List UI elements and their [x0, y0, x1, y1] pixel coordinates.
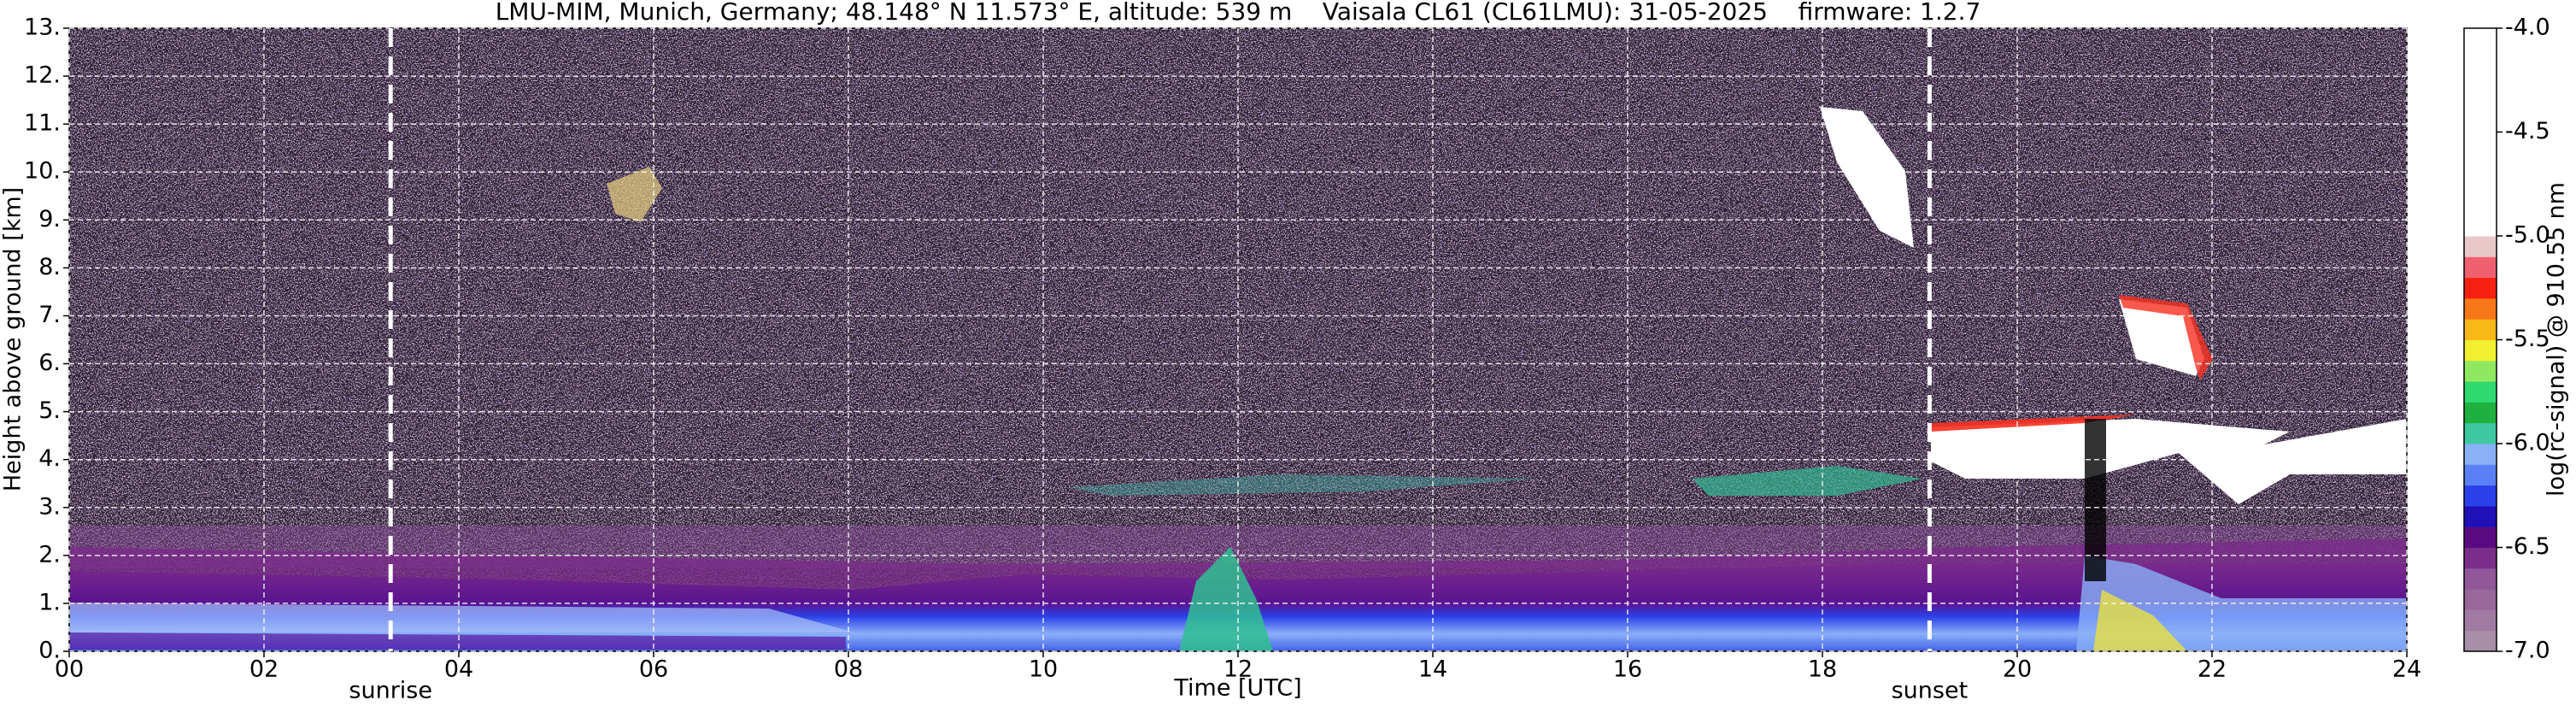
- colorbar-swatch: [2464, 527, 2497, 548]
- y-tick-label: 12.: [24, 62, 61, 89]
- colorbar-swatch: [2464, 568, 2497, 590]
- chart-title: LMU-MIM, Munich, Germany; 48.148° N 11.5…: [496, 0, 1981, 26]
- colorbar-swatch: [2464, 464, 2497, 486]
- annotation-label: sunset: [1892, 678, 1969, 704]
- colorbar-tick-label: -5.5: [2505, 326, 2550, 352]
- x-tick-label: 02: [249, 656, 279, 683]
- colorbar-tick-label: -4.5: [2505, 118, 2550, 144]
- y-tick-label: 0.: [38, 638, 61, 664]
- colorbar-swatch: [2464, 90, 2497, 112]
- colorbar-tick-label: -4.0: [2505, 15, 2550, 41]
- y-tick-label: 11.: [24, 110, 61, 137]
- y-tick-label: 2.: [38, 541, 61, 568]
- colorbar-swatch: [2464, 277, 2497, 299]
- gap: [2085, 419, 2106, 581]
- layer: [69, 603, 854, 632]
- x-tick-label: 08: [834, 656, 863, 683]
- annotation-label: sunrise: [349, 678, 432, 704]
- colorbar-swatch: [2464, 360, 2497, 382]
- y-tick-label: 6.: [38, 350, 61, 376]
- colorbar-tick-label: -6.0: [2505, 430, 2550, 456]
- y-tick-label: 5.: [38, 397, 61, 424]
- axes: 00 02 04 06 08 10 12 14 16 18 20 22 24 0. 1. 2. 3. 4. 5. 6.…: [24, 15, 2421, 683]
- y-tick-label: 10.: [24, 158, 61, 185]
- x-tick-label: 10: [1029, 656, 1058, 683]
- y-tick-label: 3.: [38, 493, 61, 520]
- colorbar-swatch: [2464, 485, 2497, 507]
- y-tick-label: 4.: [38, 445, 61, 472]
- x-tick-label: 00: [55, 656, 84, 683]
- x-tick-label: 04: [444, 656, 473, 683]
- y-tick-label: 7.: [38, 302, 61, 328]
- grid: [68, 27, 2408, 652]
- colorbar-swatch: [2464, 609, 2497, 632]
- colorbar-swatch: [2464, 402, 2497, 424]
- cloud: [607, 167, 662, 222]
- layer: [1692, 466, 1922, 496]
- colorbar-swatch: [2464, 589, 2497, 610]
- colorbar: -7.0 -6.5 -6.0 -5.5 -5.0 -4.5 -4.0: [2463, 15, 2550, 664]
- y-tick-label: 9.: [38, 206, 61, 232]
- colorbar-swatch: [2464, 381, 2497, 403]
- x-tick-label: 12: [1223, 656, 1253, 683]
- x-tick-label: 20: [2003, 656, 2032, 683]
- x-tick-label: 24: [2392, 656, 2421, 683]
- y-tick-label: 13.: [24, 15, 61, 41]
- colorbar-swatch: [2464, 152, 2497, 174]
- layer: [1068, 474, 1538, 496]
- cloud: [2119, 299, 2204, 376]
- colorbar-swatch: [2464, 28, 2497, 50]
- colorbar-swatch: [2464, 422, 2497, 444]
- x-axis-label: Time [UTC]: [1173, 675, 1301, 702]
- colorbar-swatch: [2464, 111, 2497, 132]
- colorbar-swatch: [2464, 339, 2497, 362]
- x-tick-label: 14: [1418, 656, 1447, 683]
- colorbar-swatch: [2464, 174, 2497, 195]
- colorbar-tick-label: -5.0: [2505, 222, 2550, 249]
- y-tick-label: 8.: [38, 254, 61, 280]
- colorbar-swatch: [2464, 505, 2497, 527]
- colorbar-swatch: [2464, 69, 2497, 91]
- colorbar-swatch: [2464, 215, 2497, 237]
- colorbar-swatch: [2464, 319, 2497, 340]
- layer: [1179, 547, 1273, 651]
- colorbar-swatch: [2464, 256, 2497, 279]
- x-tick-label: 22: [2198, 656, 2227, 683]
- layer: [2093, 590, 2187, 651]
- annotations: sunrise sunset: [349, 28, 1968, 704]
- colorbar-swatch: [2464, 49, 2497, 71]
- colorbar-tick-label: -6.5: [2505, 533, 2550, 560]
- colorbar-swatch: [2464, 236, 2497, 257]
- colorbar-swatch: [2464, 297, 2497, 320]
- colorbar-swatch: [2464, 194, 2497, 216]
- colorbar-tick-label: -7.0: [2505, 638, 2550, 664]
- cloud: [1820, 107, 1914, 248]
- x-tick-label: 06: [639, 656, 668, 683]
- colorbar-swatch: [2464, 630, 2497, 652]
- x-tick-label: 18: [1808, 656, 1837, 683]
- y-tick-label: 1.: [38, 589, 61, 615]
- cloud: [1931, 419, 2407, 504]
- colorbar-label: log(rc-signal) @ 910.55 nm: [2544, 182, 2570, 497]
- colorbar-swatch: [2464, 444, 2497, 465]
- colorbar-swatch: [2464, 132, 2497, 154]
- colorbar-swatch: [2464, 547, 2497, 569]
- x-tick-label: 16: [1613, 656, 1642, 683]
- y-axis-label: Height above ground [km]: [0, 187, 26, 491]
